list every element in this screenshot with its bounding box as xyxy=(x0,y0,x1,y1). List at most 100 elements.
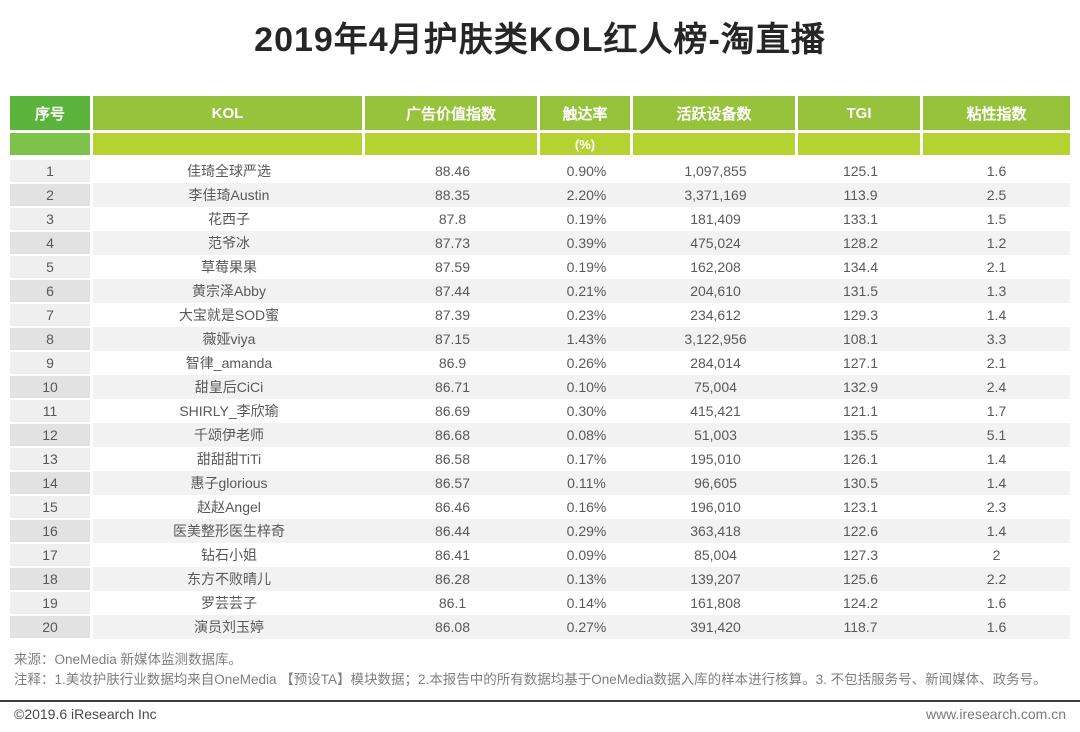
ad-value-index-cell: 86.57 xyxy=(434,475,471,491)
reach-rate-cell: 0.39% xyxy=(566,235,607,251)
stickiness-cell: 2.4 xyxy=(986,379,1007,395)
ad-value-index-cell: 87.8 xyxy=(438,211,467,227)
stickiness-cell: 1.3 xyxy=(986,283,1007,299)
table-row: 12 千颂伊老师 86.68 0.08% 51,003 135.5 5.1 xyxy=(10,423,1070,447)
rank-cell: 20 xyxy=(10,615,90,639)
ad-value-index-cell: 86.9 xyxy=(438,355,467,371)
unit-ad-value-index xyxy=(365,133,537,155)
active-devices-cell: 415,421 xyxy=(690,403,741,419)
table-row: 3 花西子 87.8 0.19% 181,409 133.1 1.5 xyxy=(10,207,1070,231)
stickiness-cell: 2.1 xyxy=(986,259,1007,275)
ad-value-index-cell: 86.08 xyxy=(434,619,471,635)
tgi-cell: 130.5 xyxy=(842,475,879,491)
ad-value-index-cell: 86.1 xyxy=(438,595,467,611)
active-devices-cell: 161,808 xyxy=(690,595,741,611)
kol-name-cell: 黄宗泽Abby xyxy=(192,283,266,299)
reach-rate-cell: 2.20% xyxy=(566,187,607,203)
ad-value-index-cell: 86.68 xyxy=(434,427,471,443)
kol-name-cell: 范爷冰 xyxy=(208,235,250,251)
stickiness-cell: 1.4 xyxy=(986,523,1007,539)
table-body: 1 佳琦全球严选 88.46 0.90% 1,097,855 125.1 1.6… xyxy=(10,159,1070,639)
reach-rate-cell: 0.19% xyxy=(566,211,607,227)
reach-rate-cell: 0.26% xyxy=(566,355,607,371)
tgi-cell: 127.1 xyxy=(842,355,879,371)
rank-cell: 4 xyxy=(10,231,90,255)
reach-rate-cell: 0.90% xyxy=(566,163,607,179)
footer-divider xyxy=(0,700,1080,702)
kol-name-cell: 惠子glorious xyxy=(190,475,268,491)
header-tgi: TGI xyxy=(798,96,920,130)
table-row: 16 医美整形医生梓奇 86.44 0.29% 363,418 122.6 1.… xyxy=(10,519,1070,543)
tgi-cell: 132.9 xyxy=(842,379,879,395)
row-band: 薇娅viya 87.15 1.43% 3,122,956 108.1 3.3 xyxy=(93,327,1070,351)
table-row: 5 草莓果果 87.59 0.19% 162,208 134.4 2.1 xyxy=(10,255,1070,279)
ad-value-index-cell: 87.73 xyxy=(434,235,471,251)
footer-bar: ©2019.6 iResearch Inc www.iresearch.com.… xyxy=(0,706,1080,722)
active-devices-cell: 162,208 xyxy=(690,259,741,275)
active-devices-cell: 391,420 xyxy=(690,619,741,635)
table-row: 20 演员刘玉婷 86.08 0.27% 391,420 118.7 1.6 xyxy=(10,615,1070,639)
kol-name-cell: 智律_amanda xyxy=(185,355,273,371)
reach-rate-cell: 0.30% xyxy=(566,403,607,419)
website-link[interactable]: www.iresearch.com.cn xyxy=(925,706,1066,722)
tgi-cell: 108.1 xyxy=(842,331,879,347)
kol-name-cell: 甜皇后CiCi xyxy=(194,379,264,395)
active-devices-cell: 1,097,855 xyxy=(684,163,747,179)
unit-active-devices xyxy=(633,133,795,155)
active-devices-cell: 195,010 xyxy=(690,451,741,467)
footer-notes: 来源：OneMedia 新媒体监测数据库。 注释：1.美妆护肤行业数据均来自On… xyxy=(14,650,1066,690)
reach-rate-cell: 0.14% xyxy=(566,595,607,611)
kol-name-cell: 草莓果果 xyxy=(201,259,257,275)
kol-name-cell: SHIRLY_李欣瑜 xyxy=(179,403,279,419)
rank-cell: 5 xyxy=(10,255,90,279)
active-devices-cell: 3,371,169 xyxy=(684,187,747,203)
table-header-row: 序号 KOL 广告价值指数 触达率 活跃设备数 TGI 粘性指数 xyxy=(10,96,1070,130)
source-line: 来源：OneMedia 新媒体监测数据库。 xyxy=(14,652,243,667)
stickiness-cell: 3.3 xyxy=(986,331,1007,347)
reach-rate-cell: 0.11% xyxy=(567,475,606,491)
table-row: 7 大宝就是SOD蜜 87.39 0.23% 234,612 129.3 1.4 xyxy=(10,303,1070,327)
row-band: 医美整形医生梓奇 86.44 0.29% 363,418 122.6 1.4 xyxy=(93,519,1070,543)
unit-stickiness xyxy=(923,133,1070,155)
active-devices-cell: 139,207 xyxy=(690,571,741,587)
table-row: 10 甜皇后CiCi 86.71 0.10% 75,004 132.9 2.4 xyxy=(10,375,1070,399)
table-row: 4 范爷冰 87.73 0.39% 475,024 128.2 1.2 xyxy=(10,231,1070,255)
tgi-cell: 122.6 xyxy=(842,523,879,539)
table-row: 13 甜甜甜TiTi 86.58 0.17% 195,010 126.1 1.4 xyxy=(10,447,1070,471)
active-devices-cell: 234,612 xyxy=(690,307,741,323)
stickiness-cell: 2 xyxy=(992,547,1001,563)
row-band: 大宝就是SOD蜜 87.39 0.23% 234,612 129.3 1.4 xyxy=(93,303,1070,327)
row-band: 赵赵Angel 86.46 0.16% 196,010 123.1 2.3 xyxy=(93,495,1070,519)
ad-value-index-cell: 86.69 xyxy=(434,403,471,419)
kol-ranking-table: 序号 KOL 广告价值指数 触达率 活跃设备数 TGI 粘性指数 (%) 1 佳… xyxy=(10,96,1070,639)
table-row: 11 SHIRLY_李欣瑜 86.69 0.30% 415,421 121.1 … xyxy=(10,399,1070,423)
row-band: 甜皇后CiCi 86.71 0.10% 75,004 132.9 2.4 xyxy=(93,375,1070,399)
reach-rate-cell: 0.27% xyxy=(566,619,607,635)
tgi-cell: 121.1 xyxy=(842,403,879,419)
unit-reach-rate: (%) xyxy=(540,133,630,155)
stickiness-cell: 1.7 xyxy=(986,403,1007,419)
rank-cell: 13 xyxy=(10,447,90,471)
tgi-cell: 134.4 xyxy=(842,259,879,275)
active-devices-cell: 475,024 xyxy=(690,235,741,251)
ad-value-index-cell: 87.15 xyxy=(434,331,471,347)
table-unit-row: (%) xyxy=(10,133,1070,155)
rank-cell: 12 xyxy=(10,423,90,447)
tgi-cell: 131.5 xyxy=(842,283,879,299)
table-row: 2 李佳琦Austin 88.35 2.20% 3,371,169 113.9 … xyxy=(10,183,1070,207)
rank-cell: 11 xyxy=(10,399,90,423)
tgi-cell: 127.3 xyxy=(842,547,879,563)
tgi-cell: 128.2 xyxy=(842,235,879,251)
table-row: 15 赵赵Angel 86.46 0.16% 196,010 123.1 2.3 xyxy=(10,495,1070,519)
row-band: 甜甜甜TiTi 86.58 0.17% 195,010 126.1 1.4 xyxy=(93,447,1070,471)
header-active-devices: 活跃设备数 xyxy=(633,96,795,130)
row-band: 东方不败晴儿 86.28 0.13% 139,207 125.6 2.2 xyxy=(93,567,1070,591)
active-devices-cell: 196,010 xyxy=(690,499,741,515)
active-devices-cell: 3,122,956 xyxy=(684,331,747,347)
table-row: 6 黄宗泽Abby 87.44 0.21% 204,610 131.5 1.3 xyxy=(10,279,1070,303)
stickiness-cell: 1.5 xyxy=(986,211,1007,227)
reach-rate-cell: 0.13% xyxy=(566,571,607,587)
stickiness-cell: 2.3 xyxy=(986,499,1007,515)
row-band: 智律_amanda 86.9 0.26% 284,014 127.1 2.1 xyxy=(93,351,1070,375)
rank-cell: 15 xyxy=(10,495,90,519)
